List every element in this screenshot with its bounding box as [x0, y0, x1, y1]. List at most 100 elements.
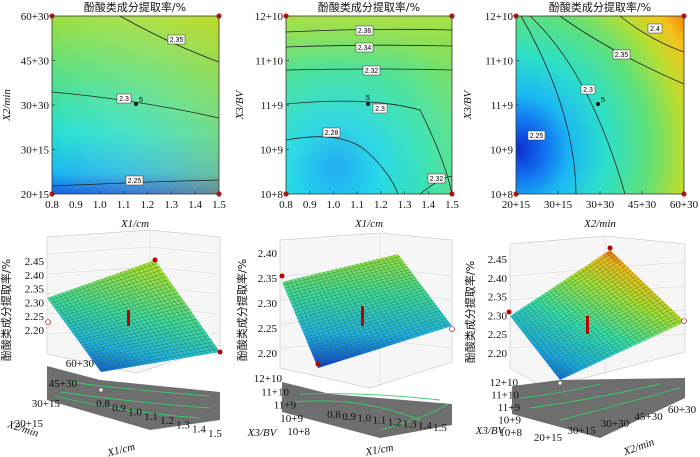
panel2-contour-label: 2.36	[355, 25, 374, 36]
y-tick-label: 11+10	[255, 56, 283, 68]
z-tick-label: 2.40	[258, 248, 278, 260]
mesh-line	[606, 252, 681, 325]
panel1-contour-line	[51, 91, 220, 119]
x-tick-label: 0.9	[342, 411, 356, 423]
x-tick-label: 1.4	[418, 420, 432, 432]
y-tick-label: 45+30	[49, 378, 78, 390]
y-tick-label: 10+9	[260, 145, 283, 157]
mesh-line	[364, 261, 414, 339]
panel3-x-ticks: 20+15 30+15 30+30 45+30 60+30	[502, 191, 699, 211]
mesh-line	[311, 312, 443, 353]
mesh-line	[302, 294, 429, 332]
y-tick-label: 12+10	[490, 377, 519, 389]
y-tick-label: 30+30	[21, 100, 50, 112]
z-tick-label: 2.20	[488, 348, 508, 360]
x-tick-label: 30+30	[586, 199, 615, 211]
panel5-floor-contours	[291, 393, 449, 431]
panel5-points	[279, 273, 455, 367]
surface-panel-2: 2.202.252.302.352.40 0.8 0.9 1.0 1.1 1.2 1.3 1…	[235, 232, 455, 457]
mesh-line	[368, 260, 419, 337]
panel3-contour-label: 2.4	[647, 23, 663, 34]
panel3-y-label: X3/BV	[462, 89, 474, 120]
panel4-mesh	[48, 261, 218, 372]
x-tick-label: 30+15	[567, 425, 596, 437]
y-tick-label: 11+9	[261, 100, 284, 112]
mesh-line	[343, 266, 390, 346]
x-tick-label: 30+15	[544, 199, 573, 211]
mesh-line	[588, 264, 659, 335]
x-tick-label: 1.4	[421, 199, 435, 211]
x-tick-label: 60+30	[670, 199, 699, 211]
x-tick-label: 0.9	[303, 199, 317, 211]
y-tick-label: 11+9	[498, 402, 521, 414]
panel6-y-label: X3/BV	[475, 425, 506, 437]
y-tick-label: 10+8	[499, 427, 522, 439]
x-tick-label: 1.1	[350, 199, 364, 211]
x-tick-label: 45+30	[628, 199, 657, 211]
panel1-y-ticks: 20+15 30+15 30+30 45+30 60+30	[21, 11, 55, 201]
x-tick-label: 0.8	[279, 199, 293, 211]
y-tick-label: 30+15	[32, 398, 61, 410]
mesh-line	[581, 268, 650, 339]
mesh-line	[81, 318, 197, 346]
x-tick-label: 1.2	[141, 199, 155, 211]
mesh-line	[360, 262, 410, 340]
mesh-line	[567, 278, 632, 347]
mesh-line	[312, 315, 445, 356]
mesh-line	[89, 332, 207, 357]
z-tick-label: 2.35	[488, 292, 508, 304]
svg-text:2.32: 2.32	[365, 68, 379, 75]
svg-text:2.35: 2.35	[170, 37, 184, 44]
panel1-x-label: X1/cm	[120, 218, 149, 230]
mesh-line	[563, 280, 628, 350]
panel6-mesh	[511, 252, 683, 379]
mesh-line	[545, 301, 664, 362]
panel6-z-ticks: 2.20 2.25 2.30 2.35 2.40 2.45	[488, 254, 508, 360]
mesh-line	[308, 307, 439, 347]
mesh-line	[116, 273, 178, 360]
panel4-z-ticks: 2.20 2.25 2.302.35 2.40 2.45	[25, 256, 45, 337]
mesh-line	[540, 293, 656, 356]
mesh-line	[307, 305, 437, 344]
mesh-line	[538, 290, 653, 353]
panel3-contour-label: 2.35	[612, 49, 631, 60]
panel3-y-ticks: 10+8 10+9 11+9 11+10 12+10	[485, 11, 519, 201]
panel1-center-point	[134, 102, 138, 106]
panel2-contour-label: 2.28	[322, 127, 341, 138]
panel4-z-label: 酚酸类成分提取率/%	[0, 259, 13, 361]
mesh-line	[554, 314, 678, 374]
mesh-line	[556, 316, 680, 376]
y-tick-label: 10+9	[280, 413, 303, 425]
y-tick-label: 11+9	[274, 400, 297, 412]
x-tick-label: 1.2	[374, 199, 388, 211]
x-tick-label: 1.0	[128, 407, 142, 419]
y-tick-label: 12+10	[485, 11, 514, 23]
panel2-contour-label: 2.32	[427, 173, 446, 184]
panel5-x-ticks: 0.8 0.9 1.0 1.1 1.2 1.3 1.4 1.5	[327, 409, 447, 434]
mesh-line	[135, 266, 199, 356]
y-tick-label: 60+30	[21, 11, 50, 23]
x-tick-label: 1.0	[93, 199, 107, 211]
svg-text:2.28: 2.28	[325, 130, 339, 137]
y-tick-label: 11+9	[491, 100, 514, 112]
panel2-y-label: X3/BV	[234, 89, 246, 120]
mesh-line	[385, 256, 438, 331]
z-tick-label: 2.25	[258, 323, 278, 335]
mesh-line	[372, 259, 424, 336]
y-tick-label: 45+30	[21, 56, 50, 68]
svg-text:2.25: 2.25	[530, 133, 544, 140]
mesh-line	[599, 256, 672, 329]
mesh-line	[108, 276, 170, 361]
mesh-line	[348, 265, 395, 345]
panel4-points	[45, 257, 223, 393]
y-tick-label: 11+10	[491, 390, 519, 402]
panel1-title: 酚酸类成分提取率/%	[84, 0, 186, 14]
x-tick-label: 20+15	[502, 199, 531, 211]
x-tick-label: 0.8	[45, 199, 59, 211]
mesh-line	[550, 308, 672, 369]
panel1-contour-label: 2.3	[116, 93, 132, 104]
panel6-surface	[510, 250, 685, 380]
panel1-contour-label: 2.35	[167, 34, 186, 45]
mesh-line	[301, 292, 427, 329]
